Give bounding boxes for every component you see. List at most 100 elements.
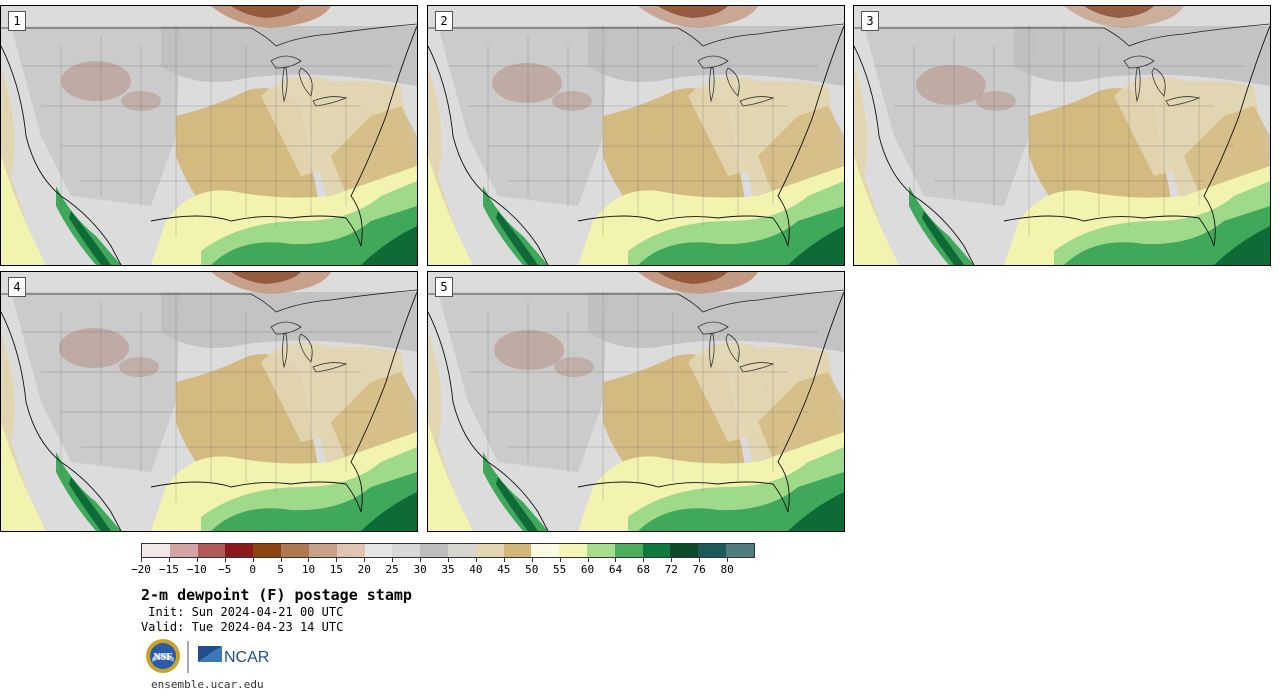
pacific-ocean <box>428 156 473 265</box>
colorbar-tick-label: 35 <box>441 563 455 576</box>
lake-superior <box>270 55 302 69</box>
forecast-panel-3: 3 <box>853 5 1271 266</box>
colorbar-tick <box>224 558 226 562</box>
lake-michigan <box>709 333 715 369</box>
colorbar-tick-label: −20 <box>131 563 151 576</box>
east-coastline <box>777 25 844 247</box>
colorbar-segment <box>503 544 532 557</box>
colorbar-segment <box>698 544 727 557</box>
colorbar-tick <box>336 558 338 562</box>
svg-text:NCAR: NCAR <box>224 649 269 666</box>
map <box>1 6 417 265</box>
rockies-dry <box>492 63 562 103</box>
colorbar-segment <box>169 544 198 557</box>
colorbar-tick-label: 10 <box>301 563 316 576</box>
gulf-green <box>211 206 417 265</box>
colorbar-segment <box>614 544 643 557</box>
dry-patch <box>976 91 1016 111</box>
lake-superior <box>697 55 729 69</box>
colorbar-tick-label: 64 <box>608 563 623 576</box>
gulf-coastline <box>1003 215 1215 247</box>
gulf-green <box>1064 206 1270 265</box>
caribbean-deep-green <box>788 492 844 531</box>
canada-very-dry <box>658 6 728 18</box>
rockies-dry <box>494 330 564 370</box>
baja-deep-green <box>69 211 111 265</box>
panel-label: 2 <box>435 11 453 31</box>
colorbar-segment <box>225 544 254 557</box>
gulf-coastline <box>150 215 362 247</box>
map <box>428 272 844 531</box>
colorbar-tick-label: −5 <box>218 563 232 576</box>
gulf-green <box>638 206 844 265</box>
colorbar-tick <box>168 558 170 562</box>
dry-patch <box>554 357 594 377</box>
baja-deep-green <box>922 211 964 265</box>
canada-border <box>1 23 417 47</box>
map <box>428 6 844 265</box>
rockies-dry <box>61 61 131 101</box>
rockies-dry <box>916 65 986 105</box>
midwest-lighttan <box>261 342 341 442</box>
west-gray <box>11 292 181 472</box>
west-gray <box>864 26 1034 206</box>
west-gray <box>11 26 181 206</box>
forecast-panel-1: 1 <box>0 5 418 266</box>
colorbar-tick-label: 40 <box>469 563 483 576</box>
colorbar-tick <box>559 558 561 562</box>
colorbar-tick <box>699 558 701 562</box>
map <box>1 272 417 531</box>
svg-text:NSF: NSF <box>154 652 173 663</box>
pacific-ocean <box>1 422 46 531</box>
colorbar-tick <box>420 558 422 562</box>
forecast-panel-2: 2 <box>427 5 845 266</box>
colorbar-tick <box>252 558 254 562</box>
canada-very-dry <box>231 6 301 18</box>
colorbar-tick <box>364 558 366 562</box>
dry-patch <box>552 91 592 111</box>
west-gray <box>438 292 608 472</box>
colorbar-segment <box>559 544 587 557</box>
colorbar-tick-label: 68 <box>636 563 650 576</box>
baja-deep-green <box>496 477 538 531</box>
map <box>854 6 1270 265</box>
east-coastline <box>1203 25 1270 247</box>
midwest-lighttan <box>261 76 341 176</box>
panel-label: 4 <box>8 277 26 297</box>
midwest-lighttan <box>688 342 768 442</box>
colorbar-segment <box>281 544 309 557</box>
canada-border <box>428 289 844 313</box>
baja-green <box>909 186 974 265</box>
east-coastline <box>350 291 417 513</box>
canada-border <box>428 23 844 47</box>
colorbar-tick <box>531 558 533 562</box>
colorbar-segment <box>197 544 226 557</box>
lake-michigan <box>709 67 715 103</box>
colorbar-tick-label: 20 <box>357 563 371 576</box>
west-coastline <box>1 45 122 265</box>
colorbar-tick-label: 55 <box>553 563 567 576</box>
panel-label: 5 <box>435 277 453 297</box>
colorbar-tick <box>727 558 729 562</box>
west-coastline <box>428 311 549 531</box>
caribbean-deep-green <box>361 492 417 531</box>
east-coastline <box>350 25 417 247</box>
baja-deep-green <box>496 211 538 265</box>
colorbar-tick <box>475 558 477 562</box>
colorbar-tick <box>308 558 310 562</box>
colorbar-tick <box>392 558 394 562</box>
west-coastline <box>428 45 549 265</box>
colorbar-segment <box>420 544 448 557</box>
colorbar-tick <box>141 558 142 562</box>
colorbar-ticks: −20 −15 −10 −5 0 5 10 15 20 25 30 35 40 45 50 55 60 64 68 7… <box>131 558 755 578</box>
colorbar-tick-label: 25 <box>385 563 399 576</box>
colorbar-tick-label: 50 <box>525 563 539 576</box>
lake-michigan <box>1135 67 1141 103</box>
colorbar-tick-label: 72 <box>664 563 678 576</box>
colorbar-segment <box>142 544 170 557</box>
gulf-coastline <box>577 215 789 247</box>
caribbean-deep-green <box>788 226 844 265</box>
midwest-lighttan <box>1114 76 1194 176</box>
baja-deep-green <box>69 477 111 531</box>
gulf-green <box>211 472 417 531</box>
